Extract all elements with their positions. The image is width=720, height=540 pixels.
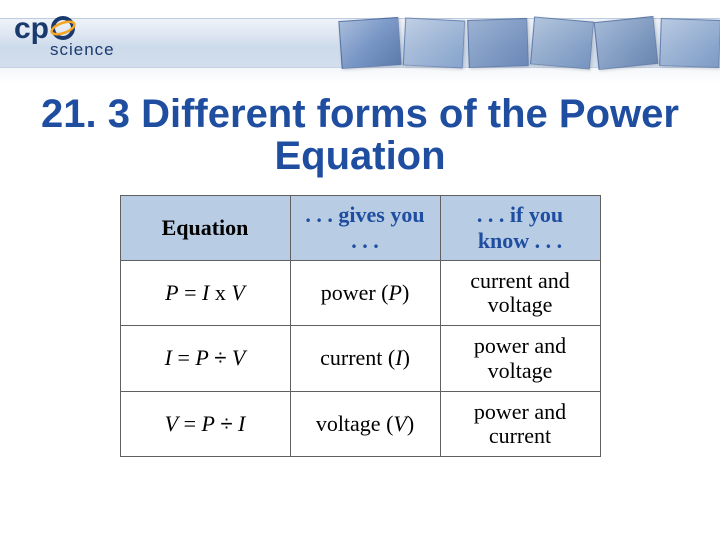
slide-title: 21. 3 Different forms of the Power Equat…	[0, 93, 720, 177]
banner-collage	[300, 8, 720, 78]
logo-bottom-text: science	[50, 40, 115, 60]
table-column-header: . . . gives you . . .	[290, 196, 440, 261]
cpo-logo: cp science	[14, 14, 115, 60]
collage-tile	[403, 17, 465, 68]
gives-cell: power (P)	[290, 261, 440, 326]
collage-tile	[530, 16, 594, 69]
logo-cp: cp	[14, 12, 49, 45]
logo-top-text: cp	[14, 14, 115, 42]
table-header: Equation. . . gives you . . .. . . if yo…	[120, 196, 600, 261]
equation-cell: V = P ÷ I	[120, 391, 290, 456]
know-cell: power andcurrent	[440, 391, 600, 456]
gives-cell: current (I)	[290, 326, 440, 391]
table-body: P = I x Vpower (P)current andvoltageI = …	[120, 261, 600, 457]
table-row: P = I x Vpower (P)current andvoltage	[120, 261, 600, 326]
power-equation-table: Equation. . . gives you . . .. . . if yo…	[120, 195, 601, 457]
table-column-header: Equation	[120, 196, 290, 261]
collage-tile	[467, 18, 529, 68]
equation-cell: P = I x V	[120, 261, 290, 326]
table-row: I = P ÷ Vcurrent (I)power andvoltage	[120, 326, 600, 391]
table-row: V = P ÷ Ivoltage (V)power andcurrent	[120, 391, 600, 456]
logo-ring-icon	[49, 14, 77, 42]
know-cell: power andvoltage	[440, 326, 600, 391]
header-banner: cp science	[0, 0, 720, 85]
collage-tile	[659, 18, 720, 68]
table-column-header: . . . if you know . . .	[440, 196, 600, 261]
collage-tile	[338, 17, 401, 69]
know-cell: current andvoltage	[440, 261, 600, 326]
gives-cell: voltage (V)	[290, 391, 440, 456]
equation-cell: I = P ÷ V	[120, 326, 290, 391]
collage-tile	[594, 16, 659, 70]
